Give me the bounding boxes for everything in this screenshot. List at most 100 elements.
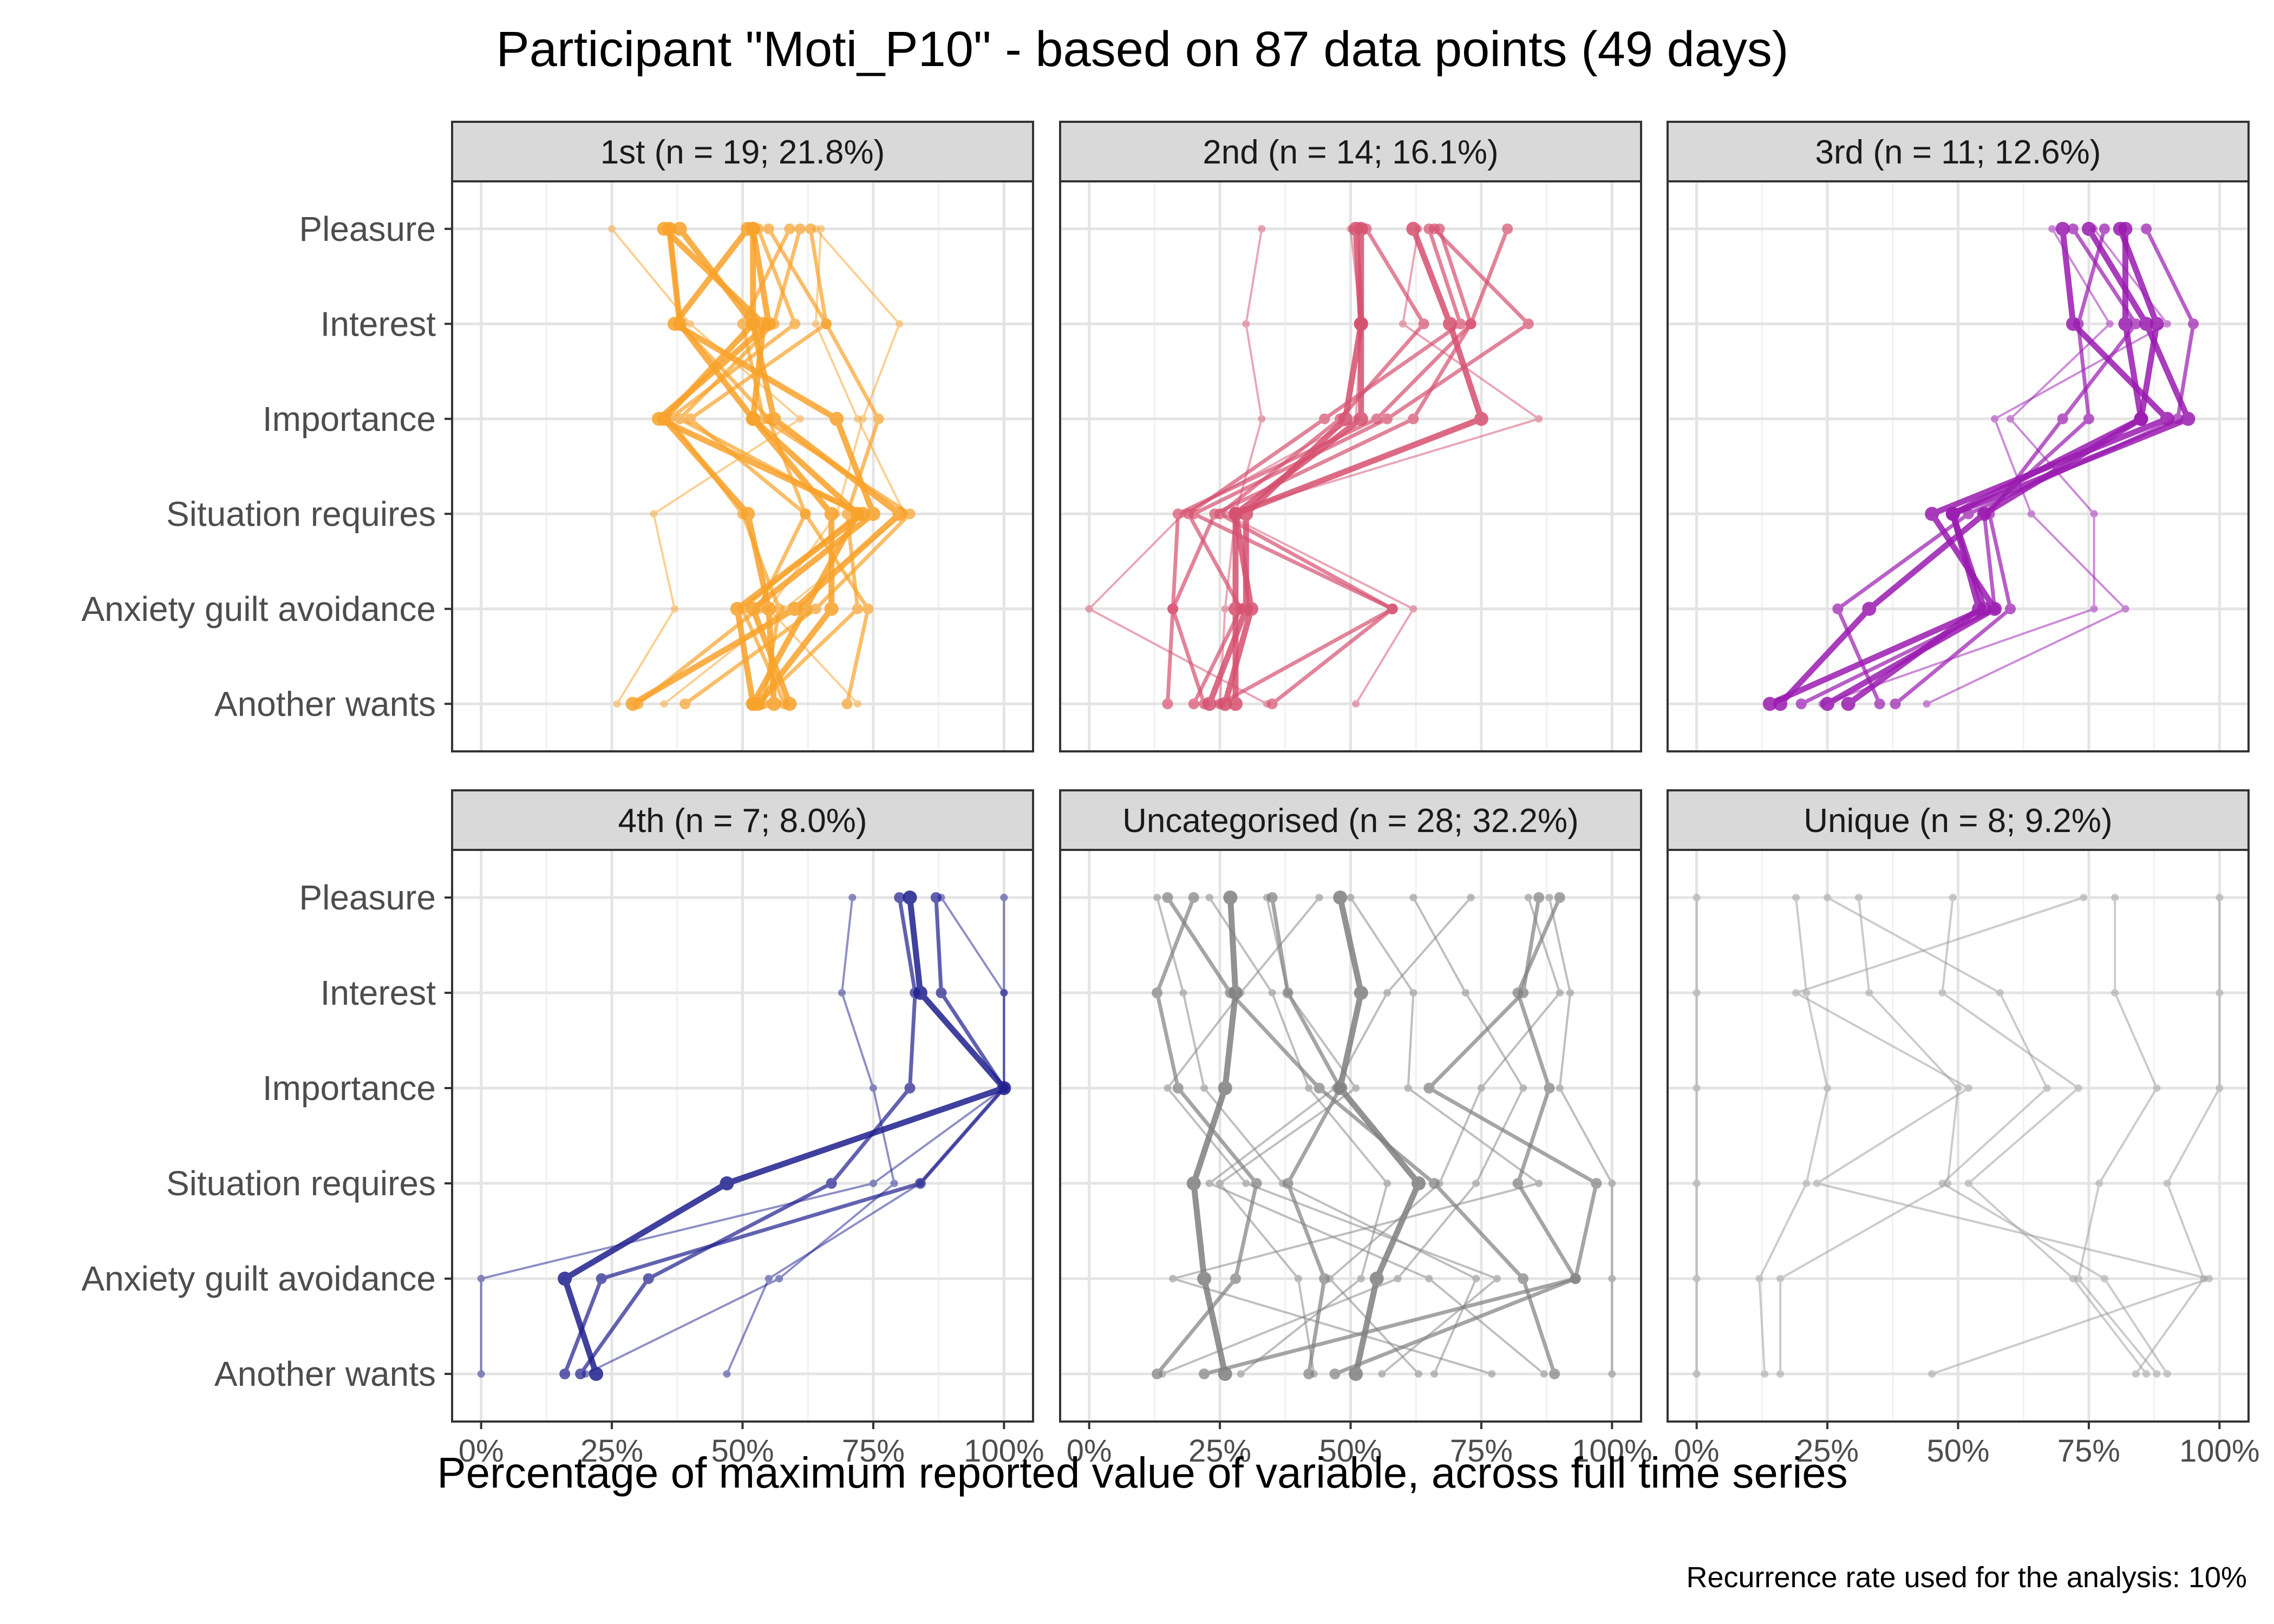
profile-9 (1216, 225, 1266, 708)
data-point (821, 318, 832, 330)
profile-line (1166, 896, 1557, 1375)
profile-line (1219, 228, 1263, 704)
data-point (852, 508, 863, 520)
data-point (1000, 989, 1008, 997)
data-point (2216, 1084, 2224, 1092)
data-point (746, 601, 760, 616)
data-point (810, 603, 821, 614)
profile-13 (1216, 894, 1360, 1378)
data-point (1357, 1275, 1365, 1282)
data-point (1357, 320, 1365, 328)
x-tick-label: 100% (1572, 1433, 1652, 1469)
data-point (780, 605, 788, 613)
data-point (670, 605, 678, 613)
profile-2 (1755, 894, 1832, 1378)
data-point (1319, 413, 1330, 424)
data-point (937, 894, 945, 901)
data-point (2007, 415, 2015, 423)
profile-line (561, 897, 1007, 1375)
data-point (904, 1083, 916, 1093)
data-point (1535, 1180, 1543, 1187)
data-point (1472, 1275, 1480, 1282)
profile-9 (1818, 225, 2114, 708)
data-point (1349, 1367, 1363, 1381)
data-point (788, 601, 802, 616)
profile-6 (2132, 894, 2224, 1378)
profile-line (1191, 897, 1239, 1375)
profile-11 (667, 221, 880, 711)
data-point (1855, 894, 1863, 901)
data-point (756, 317, 771, 331)
data-point (2141, 223, 2152, 234)
data-point (1000, 894, 1008, 901)
data-point (2205, 1275, 2213, 1282)
data-point (1387, 603, 1398, 614)
panel-unique: Unique (n = 8; 9.2%) 0% 25% 50% 75% 100% (1667, 789, 2260, 1469)
data-point (866, 507, 880, 521)
data-point (1408, 413, 1419, 424)
data-point (558, 1272, 572, 1286)
data-point (1776, 1275, 1785, 1282)
profile-line (1328, 897, 1561, 1375)
data-point (1945, 507, 1960, 521)
data-point (1205, 1180, 1213, 1187)
x-tick-label: 0% (459, 1433, 504, 1469)
data-point (1938, 989, 1946, 997)
data-point (1938, 1180, 1946, 1187)
data-point (1218, 1081, 1232, 1095)
data-point (873, 413, 884, 424)
data-point (1200, 1084, 1208, 1092)
profile-12 (1325, 894, 1564, 1378)
data-point (1776, 1370, 1785, 1378)
data-point (1221, 605, 1229, 613)
data-point (768, 318, 780, 330)
data-point (2055, 221, 2070, 236)
data-point (1162, 892, 1173, 903)
data-point (1378, 1370, 1386, 1378)
data-point (2080, 894, 2088, 901)
caption: Recurrence rate used for the analysis: 1… (1686, 1561, 2247, 1594)
profile-line (579, 897, 917, 1376)
profile-line (1894, 227, 2138, 705)
profile-line (671, 227, 877, 705)
profile-line (1795, 896, 2210, 1375)
data-point (2083, 413, 2094, 424)
data-point (2188, 318, 2199, 330)
strip-2nd (1059, 121, 1642, 182)
data-point (1519, 1084, 1527, 1092)
profile-15 (1545, 894, 1616, 1378)
data-point (1693, 894, 1701, 901)
data-point (1315, 894, 1323, 901)
data-point (2163, 1180, 2171, 1187)
data-point (841, 698, 853, 710)
data-point (1991, 415, 1999, 423)
profile-line (611, 228, 801, 705)
data-point (559, 1368, 571, 1379)
data-point (1294, 1275, 1302, 1282)
data-point (1263, 894, 1271, 901)
data-point (1570, 1273, 1581, 1284)
data-point (812, 225, 820, 233)
x-tick-label: 75% (842, 1433, 905, 1469)
data-point (1331, 1084, 1339, 1092)
profile-line (1208, 896, 1545, 1375)
data-point (1347, 225, 1355, 233)
profile-line (2077, 898, 2158, 1375)
data-point (848, 894, 857, 901)
data-point (1544, 1083, 1555, 1093)
data-point (2153, 1370, 2161, 1378)
data-point (1383, 1180, 1391, 1187)
x-tick-label: 50% (1319, 1433, 1382, 1469)
profile-15 (660, 225, 909, 708)
profile-8 (1199, 892, 1581, 1379)
data-point (1399, 320, 1407, 328)
data-point (2090, 510, 2098, 518)
data-point (1268, 989, 1276, 997)
data-point (764, 1275, 773, 1282)
data-point (720, 1176, 734, 1190)
data-point (2172, 413, 2184, 424)
profile-line (726, 896, 1005, 1374)
profile-10 (1169, 894, 1543, 1378)
profile-line (656, 228, 866, 705)
profile-7 (1162, 892, 1560, 1379)
